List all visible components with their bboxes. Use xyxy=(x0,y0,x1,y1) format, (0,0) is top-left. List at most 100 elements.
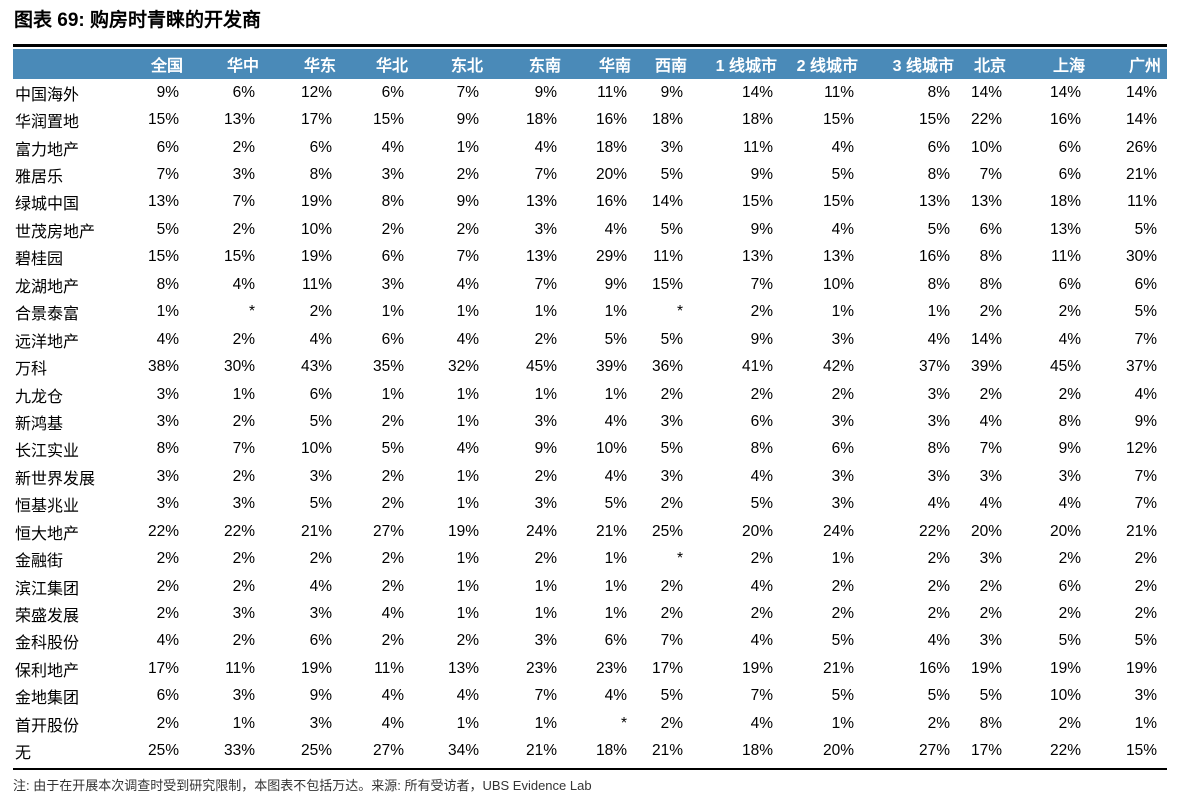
value-cell: 4% xyxy=(927,632,950,650)
value-cell: 22% xyxy=(147,522,179,540)
value-cell: 18% xyxy=(651,111,683,129)
value-cell: 15% xyxy=(651,275,683,293)
value-cell: 18% xyxy=(525,111,557,129)
table-row: 新鸿基 3% 2% 5% 2% 1% 3% 4% 3% 6% 3% 3% 4% 8% 9% xyxy=(13,408,1167,435)
source-note: 注: 由于在开展本次调查时受到研究限制，本图表不包括万达。来源: 所有受访者，U… xyxy=(13,778,592,793)
value-cell: 7% xyxy=(1134,467,1157,485)
value-cell: * xyxy=(676,303,683,321)
value-cell: 15% xyxy=(372,111,404,129)
value-cell: 2% xyxy=(750,605,773,623)
value-cell: 27% xyxy=(918,742,950,760)
value-cell: 4% xyxy=(604,220,627,238)
value-cell: 2% xyxy=(309,303,332,321)
value-cell: 4% xyxy=(979,495,1002,513)
value-cell: 17% xyxy=(300,111,332,129)
developer-name: 富力地产 xyxy=(15,141,80,159)
developer-name: 世茂房地产 xyxy=(15,223,96,241)
value-cell: 45% xyxy=(1049,358,1081,376)
header-cell-region: 华南 xyxy=(567,49,637,79)
developer-name: 万科 xyxy=(15,361,48,379)
value-cell: 25% xyxy=(147,742,179,760)
value-cell: 6% xyxy=(381,248,404,266)
value-cell: 2% xyxy=(979,605,1002,623)
value-cell: 2% xyxy=(156,714,179,732)
value-cell: 2% xyxy=(1058,303,1081,321)
value-cell: 12% xyxy=(300,83,332,101)
value-cell: 6% xyxy=(750,412,773,430)
value-cell: 19% xyxy=(300,659,332,677)
value-cell: 4% xyxy=(1058,330,1081,348)
value-cell: 15% xyxy=(741,193,773,211)
value-cell: 7% xyxy=(534,275,557,293)
top-rule xyxy=(13,44,1167,47)
value-cell: 9% xyxy=(534,440,557,458)
value-cell: 14% xyxy=(1049,83,1081,101)
value-cell: 3% xyxy=(156,385,179,403)
header-cell-region: 东南 xyxy=(489,49,567,79)
value-cell: 7% xyxy=(750,275,773,293)
value-cell: 9% xyxy=(604,275,627,293)
bottom-rule xyxy=(13,768,1167,770)
header-cell-region: 1 线城市 xyxy=(693,49,783,79)
value-cell: 2% xyxy=(456,166,479,184)
value-cell: 5% xyxy=(979,687,1002,705)
value-cell: 3% xyxy=(1058,467,1081,485)
value-cell: 17% xyxy=(970,742,1002,760)
value-cell: 3% xyxy=(232,605,255,623)
value-cell: 5% xyxy=(381,440,404,458)
value-cell: 19% xyxy=(1049,659,1081,677)
header-row: 全国 华中 华东 华北 东北 东南 华南 西南 1 线城市 2 线城市 3 线城市 北京 上海 广州 xyxy=(13,49,1167,79)
value-cell: 15% xyxy=(147,248,179,266)
value-cell: 3% xyxy=(927,412,950,430)
value-cell: 10% xyxy=(1049,687,1081,705)
header-cell-region: 2 线城市 xyxy=(783,49,864,79)
developer-name: 金科股份 xyxy=(15,635,80,653)
value-cell: 3% xyxy=(927,467,950,485)
value-cell: 4% xyxy=(750,577,773,595)
value-cell: 1% xyxy=(534,605,557,623)
value-cell: 2% xyxy=(309,550,332,568)
developer-name: 龙湖地产 xyxy=(15,278,80,296)
table-row: 新世界发展 3% 2% 3% 2% 1% 2% 4% 3% 4% 3% 3% 3% 3% 7% xyxy=(13,463,1167,490)
value-cell: 34% xyxy=(447,742,479,760)
value-cell: 6% xyxy=(381,330,404,348)
value-cell: 5% xyxy=(660,687,683,705)
value-cell: 20% xyxy=(970,522,1002,540)
value-cell: 4% xyxy=(381,605,404,623)
value-cell: 21% xyxy=(1125,522,1157,540)
value-cell: 9% xyxy=(456,193,479,211)
value-cell: 2% xyxy=(750,303,773,321)
value-cell: 17% xyxy=(651,659,683,677)
value-cell: 11% xyxy=(1051,248,1081,266)
value-cell: 1% xyxy=(456,495,479,513)
value-cell: 1% xyxy=(456,412,479,430)
table-row: 绿城中国 13% 7% 19% 8% 9% 13% 16% 14% 15% 15% 13% 13% 18%… xyxy=(13,189,1167,216)
value-cell: 11% xyxy=(374,659,404,677)
value-cell: 4% xyxy=(750,467,773,485)
value-cell: 21% xyxy=(1125,166,1157,184)
value-cell: 20% xyxy=(822,742,854,760)
value-cell: 11% xyxy=(597,83,627,101)
value-cell: 13% xyxy=(970,193,1002,211)
value-cell: 2% xyxy=(750,550,773,568)
value-cell: 8% xyxy=(979,714,1002,732)
value-cell: 6% xyxy=(1058,138,1081,156)
value-cell: 37% xyxy=(1125,358,1157,376)
value-cell: 3% xyxy=(534,632,557,650)
value-cell: 1% xyxy=(927,303,950,321)
value-cell: 3% xyxy=(309,714,332,732)
value-cell: * xyxy=(676,550,683,568)
value-cell: 6% xyxy=(831,440,854,458)
header-cell-region: 华中 xyxy=(189,49,265,79)
value-cell: 1% xyxy=(456,385,479,403)
value-cell: 1% xyxy=(534,577,557,595)
value-cell: 3% xyxy=(660,467,683,485)
value-cell: 1% xyxy=(831,303,854,321)
table-row: 九龙仓 3% 1% 6% 1% 1% 1% 1% 2% 2% 2% 3% 2% 2% 4% xyxy=(13,381,1167,408)
value-cell: 4% xyxy=(381,714,404,732)
developer-preference-table: 全国 华中 华东 华北 东北 东南 华南 西南 1 线城市 2 线城市 3 线城市 北京 上海 广州 中国… xyxy=(13,49,1167,765)
value-cell: 5% xyxy=(927,220,950,238)
value-cell: 2% xyxy=(660,577,683,595)
value-cell: 3% xyxy=(309,467,332,485)
value-cell: 3% xyxy=(156,467,179,485)
